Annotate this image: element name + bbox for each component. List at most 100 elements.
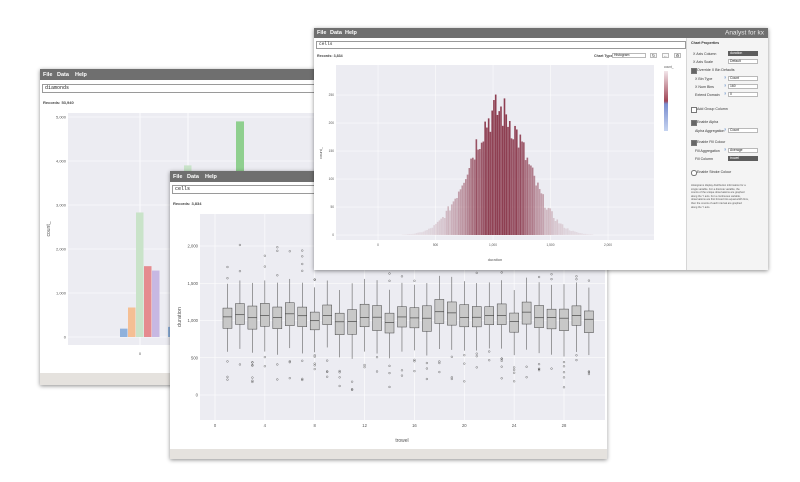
menu-data[interactable]: Data [187,173,199,180]
dataset-input[interactable]: cells [316,41,686,49]
refresh-button[interactable]: ↻ [650,53,657,58]
outlier-point [463,362,466,365]
histogram-bar [588,234,590,235]
alpha-aggregation-select[interactable]: Count [728,128,758,133]
help-icon[interactable]: ? [724,84,727,88]
outlier-point [388,272,391,275]
menu-data[interactable]: Data [57,71,69,78]
menu-file[interactable]: File [173,173,183,180]
menu-data[interactable]: Data [330,30,342,36]
box [509,312,519,333]
outlier-point [488,350,491,353]
outlier-point [351,388,354,391]
help-icon[interactable]: ? [724,148,727,152]
histogram-bar [519,134,522,235]
histogram-bar [428,228,430,235]
override-bin-label: Override X Bin Defaults [697,68,735,72]
enable-alpha-checkbox[interactable] [691,120,697,126]
histogram-bar [496,114,499,235]
outlier-point [488,359,491,362]
outlier-point [301,359,304,362]
outlier-point [562,365,566,368]
histogram-bar [494,94,497,235]
settings-button[interactable]: ⚙ [674,53,681,58]
histogram-bar [514,125,516,235]
histogram-bar [591,234,594,235]
enable-stroke-label: Enable Stroke Colour [697,170,732,174]
override-bin-checkbox[interactable] [691,68,697,74]
menu-help[interactable]: Help [205,173,217,180]
histogram-bar [445,210,448,235]
enable-fill-checkbox[interactable] [691,140,697,146]
back-button[interactable]: ← [662,53,669,58]
histogram-bar [419,232,421,235]
x-bin-type-select[interactable]: Count [728,76,758,81]
box [272,306,283,329]
outlier-point [276,274,279,277]
histogram-bar [537,182,539,235]
histogram-bar [556,219,559,235]
box [434,299,445,324]
y-tick-label: 150 [329,149,335,153]
outlier-point [375,356,379,359]
histogram-bar [477,149,479,235]
histogram-bar [449,210,451,235]
box [285,302,295,326]
y-tick-label: 100 [329,177,335,181]
box [334,312,345,335]
help-text-line: then the counts of each interval are gra… [691,201,742,205]
enable-fill-label: Enable Fill Colour [697,140,726,144]
outlier-point [251,376,254,379]
legend-color-bar [664,71,668,131]
help-text-line: along the Y axis. [691,205,711,209]
help-icon[interactable]: ? [724,76,727,80]
outlier-point [537,363,541,366]
histogram-bar [574,231,576,235]
bar [120,328,128,337]
add-group-column-checkbox[interactable] [691,107,697,113]
histogram-bar [436,221,439,235]
box [521,301,532,325]
histogram-bar [547,207,550,235]
outlier-point [226,265,229,269]
extend-domain-input[interactable]: 0 [728,92,758,97]
histogram-bar [563,227,566,235]
x-axis-column-select[interactable]: duration [728,51,758,56]
histogram-bar [487,118,490,235]
help-icon[interactable]: ? [724,92,727,96]
menu-help[interactable]: Help [75,71,87,78]
outlier-point [400,275,404,278]
histogram-bar [538,189,541,235]
menu-file[interactable]: File [317,30,327,36]
outlier-point [313,278,316,281]
fill-column-select[interactable]: trowel [728,156,758,161]
y-tick-label: 50 [330,205,334,209]
menu-file[interactable]: File [43,71,53,78]
outlier-point [562,360,566,364]
outlier-point [238,363,242,366]
chart-type-select[interactable]: Histogram [612,53,646,58]
fill-aggregation-label: Fill Aggregation [695,149,720,153]
fill-aggregation-select[interactable]: Average [728,148,758,153]
y-tick-label: 0 [64,335,67,340]
y-axis-label: count_ [46,221,52,236]
histogram-bar [501,125,504,235]
histogram-bar [463,182,465,235]
y-tick-label: 5,000 [56,115,67,120]
enable-stroke-radio[interactable] [691,170,697,176]
x-num-bins-label: X Num Bins [695,85,714,89]
bar [136,212,144,337]
help-icon[interactable]: ? [724,128,727,132]
box [472,306,482,328]
histogram-bar [424,230,427,235]
histogram-bar [544,207,546,235]
histogram-bar [523,142,525,235]
menu-help[interactable]: Help [345,30,357,36]
dataset-input[interactable]: diamonds [42,84,318,93]
x-tick-label: 1,000 [489,243,497,247]
x-axis-scale-select[interactable]: Default [728,59,758,64]
x-num-bins-input[interactable]: 160 [728,84,758,89]
outlier-point [587,279,591,282]
outlier-point [226,277,229,280]
histogram-bar [422,231,425,235]
